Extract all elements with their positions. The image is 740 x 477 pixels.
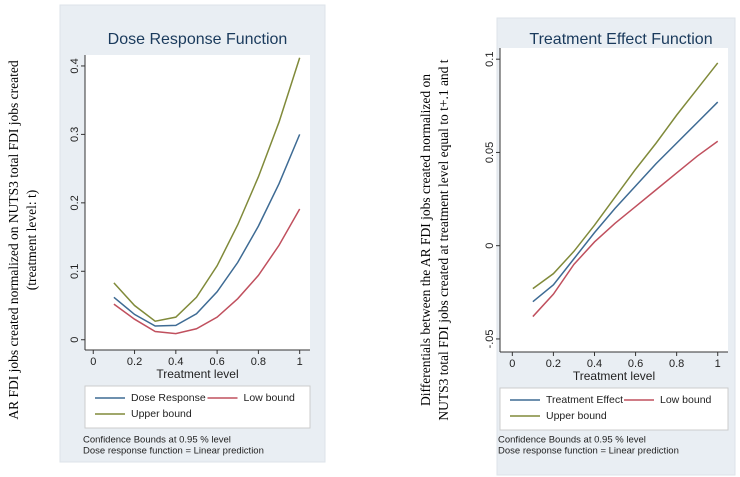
x-tick-label: 0.8 xyxy=(669,358,684,370)
note: Confidence Bounds at 0.95 % level xyxy=(83,435,231,446)
note: Dose response function = Linear predicti… xyxy=(498,446,679,457)
y-axis-title: (treatment level: t) xyxy=(24,190,39,290)
legend xyxy=(499,387,729,431)
x-tick-label: 0.8 xyxy=(251,356,266,368)
legend-label: Dose Response xyxy=(131,392,206,404)
y-axis-title: Differentials between the AR FDI jobs cr… xyxy=(418,74,433,406)
legend xyxy=(84,385,311,429)
y-tick-label: 0.05 xyxy=(484,142,496,163)
chart-title: Treatment Effect Function xyxy=(529,31,712,48)
x-tick-label: 0.6 xyxy=(209,356,224,368)
x-axis-title: Treatment level xyxy=(156,367,238,381)
x-tick-label: 0.6 xyxy=(628,358,643,370)
y-tick-label: 0.1 xyxy=(484,52,496,67)
legend-label: Upper bound xyxy=(546,410,607,422)
y-tick-label: 0 xyxy=(484,243,496,249)
x-tick-label: 1 xyxy=(715,358,721,370)
y-axis-title: NUTS3 total FDI jobs created at treatmen… xyxy=(436,59,451,420)
y-tick-label: -.05 xyxy=(484,329,496,348)
y-tick-label: 0.4 xyxy=(69,58,81,73)
legend-label: Low bound xyxy=(244,392,296,404)
series-line xyxy=(532,140,719,318)
y-tick-label: 0.3 xyxy=(69,127,81,142)
x-tick-label: 0.4 xyxy=(587,358,602,370)
note: Confidence Bounds at 0.95 % level xyxy=(498,435,646,446)
note: Dose response function = Linear predicti… xyxy=(83,446,264,457)
x-tick-label: 0.2 xyxy=(546,358,561,370)
x-tick-label: 0 xyxy=(509,358,515,370)
x-tick-label: 0 xyxy=(90,356,96,368)
legend-label: Upper bound xyxy=(131,408,192,420)
y-tick-label: 0.2 xyxy=(69,195,81,210)
x-axis-title: Treatment level xyxy=(573,369,655,383)
y-axis-title: AR FDI jobs created normalized on NUTS3 … xyxy=(6,60,21,419)
y-tick-label: 0 xyxy=(69,337,81,343)
x-tick-label: 1 xyxy=(297,356,303,368)
series-line xyxy=(532,101,719,303)
y-tick-label: 0.1 xyxy=(69,264,81,279)
legend-label: Low bound xyxy=(660,394,712,406)
series-line xyxy=(113,208,301,335)
x-tick-label: 0.4 xyxy=(168,356,183,368)
legend-label: Treatment Effect xyxy=(546,394,623,406)
x-tick-label: 0.2 xyxy=(127,356,142,368)
series-line xyxy=(532,62,719,290)
chart-title: Dose Response Function xyxy=(108,31,288,48)
series-line xyxy=(113,57,301,323)
plot-area xyxy=(85,55,310,350)
series-line xyxy=(113,134,301,327)
